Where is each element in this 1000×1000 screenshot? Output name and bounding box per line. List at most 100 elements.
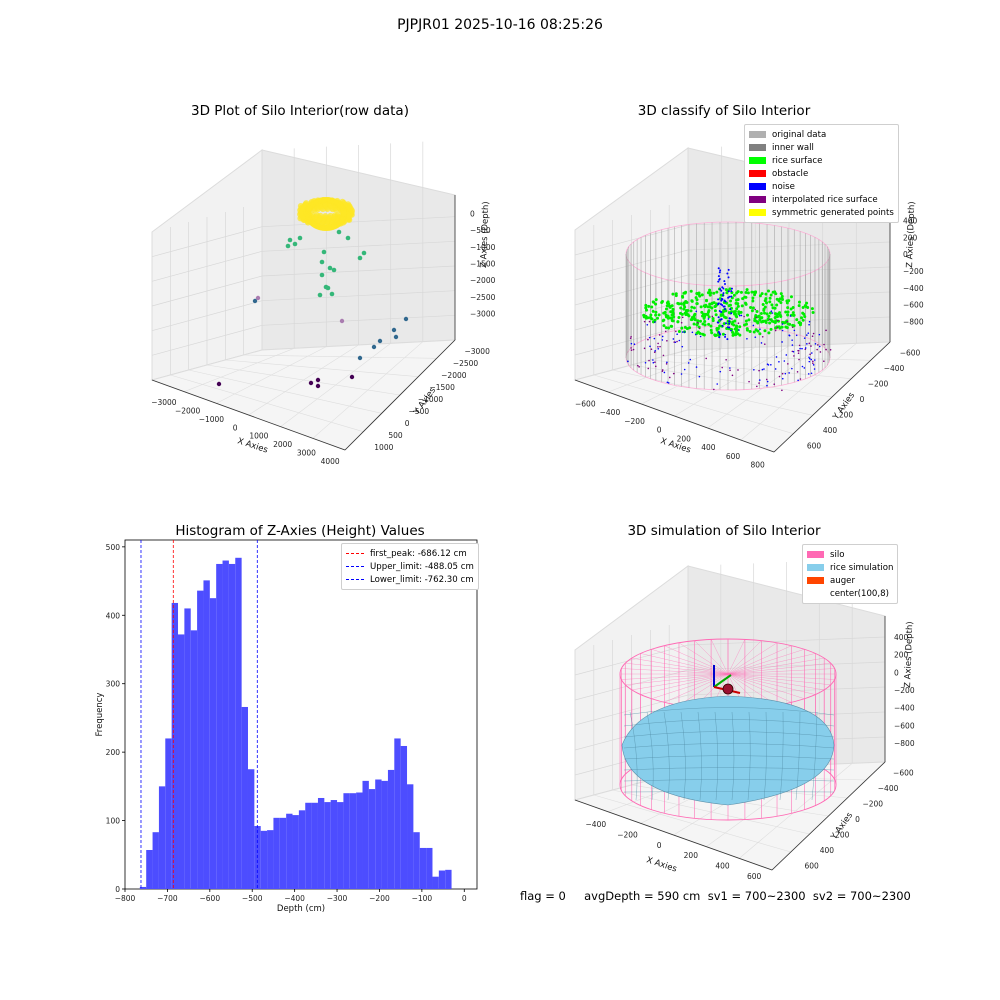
- legend-label: auger: [830, 575, 855, 586]
- plot2-noise-point: [808, 360, 811, 363]
- plot1-point: [391, 327, 397, 333]
- plot2-noise-point: [720, 299, 723, 302]
- plot2-rice-point: [689, 289, 693, 293]
- plot2-noise-point: [810, 372, 813, 375]
- plot2-rice-point: [775, 303, 779, 307]
- plot2-noise-point: [713, 388, 715, 391]
- plot2-noise-point: [711, 315, 714, 318]
- histogram-bar: [267, 830, 274, 889]
- plot2-rice-point: [738, 325, 742, 329]
- plot2-rice-point: [763, 305, 767, 309]
- legend-label: Lower_limit: -762.30 cm: [370, 574, 474, 585]
- plot2-noise-point: [707, 318, 710, 320]
- legend4-entry: center(100,8): [807, 587, 893, 600]
- plot2-rice-point: [693, 318, 697, 322]
- plot2-rice-point: [771, 290, 775, 294]
- plot2-noise-point: [730, 312, 733, 315]
- plot2-noise-point: [719, 318, 722, 321]
- plot4-axis-marker-y: [713, 674, 732, 688]
- plot4-z-tick: 400: [894, 633, 909, 642]
- plot2-rice-point: [752, 290, 756, 294]
- plot2-rice-point: [702, 316, 706, 320]
- plot2-rice-point: [734, 312, 738, 316]
- plot2-rice-point: [792, 313, 796, 317]
- plot2-noise-point: [727, 276, 730, 279]
- plot2-noise-point: [727, 290, 730, 293]
- plot2-rice-point: [751, 306, 755, 310]
- legend-swatch: [749, 144, 766, 151]
- plot2-rice-point: [655, 316, 659, 320]
- plot1-x-tick: 4000: [321, 457, 340, 466]
- plot4-x-tick: 0: [657, 841, 662, 850]
- plot2-rice-point: [805, 301, 809, 305]
- plot2-noise-point: [694, 333, 697, 336]
- plot2-noise-point: [738, 329, 740, 331]
- plot2-noise-point: [806, 343, 808, 345]
- plot2-rice-point: [648, 315, 652, 319]
- plot2-rice-point: [686, 313, 690, 317]
- plot1-z-tick: −2500: [470, 293, 496, 302]
- plot2-noise-point: [657, 347, 660, 350]
- plot1-y-tick: −500: [409, 407, 430, 416]
- plot1-title: 3D Plot of Silo Interior(row data): [191, 103, 409, 119]
- plot2-noise-point: [658, 334, 661, 336]
- plot2-rice-point: [731, 333, 735, 337]
- legend-label: symmetric generated points: [772, 207, 894, 218]
- histogram-bar: [381, 780, 388, 889]
- plot2-rice-point: [676, 301, 680, 305]
- histogram-bar: [139, 886, 147, 889]
- plot1-point: [357, 255, 363, 261]
- plot2-rice-point: [680, 326, 684, 330]
- plot2-rice-point: [700, 310, 704, 314]
- plot1-y-tick: 1000: [374, 443, 393, 452]
- plot2-rice-point: [644, 308, 648, 312]
- plot4-rice-mesh: [623, 731, 835, 738]
- plot2-noise-point: [724, 335, 727, 338]
- plot2-rice-point: [774, 312, 778, 316]
- plot2-noise-point: [776, 327, 779, 329]
- plot1-point: [345, 213, 352, 220]
- plot2-rice-point: [714, 313, 718, 317]
- plot2-rice-point: [682, 291, 686, 295]
- plot2-rice-point: [768, 321, 772, 325]
- plot2-noise-point: [729, 308, 732, 311]
- plot2-noise-point: [666, 339, 668, 342]
- plot1-y-tick: −1500: [429, 383, 455, 392]
- plot2-noise-point: [818, 345, 821, 348]
- histogram-x-tick: 0: [462, 894, 467, 903]
- plot2-rice-point: [733, 310, 737, 314]
- plot2-noise-point: [717, 267, 720, 270]
- legend2-entry: original data: [749, 128, 894, 141]
- plot2-noise-point: [730, 295, 733, 298]
- plot3-title: Histogram of Z-Axies (Height) Values: [175, 523, 425, 539]
- plot2-rice-point: [761, 303, 765, 307]
- plot4-rice-mesh: [623, 767, 835, 771]
- plot2-x-tick: −600: [575, 399, 596, 408]
- plot4-rice-mesh: [623, 779, 835, 782]
- plot2-noise-point: [791, 339, 793, 341]
- plot2-noise-point: [683, 331, 686, 333]
- plot2-noise-point: [730, 329, 732, 332]
- plot2-noise-point: [761, 335, 764, 338]
- plot2-rice-point: [721, 332, 725, 336]
- plot1-point: [339, 318, 345, 324]
- plot4-rice-mesh: [663, 711, 670, 801]
- plot1-point: [297, 235, 303, 241]
- plot2-noise-point: [716, 383, 719, 385]
- plot4-silo-roof: [727, 653, 816, 675]
- plot2-noise-point: [661, 335, 664, 338]
- plot2-noise-point: [672, 338, 675, 340]
- plot2-rice-point: [758, 332, 762, 336]
- plot1-z-label: Z Axies (Depth): [479, 201, 491, 268]
- legend-swatch: [749, 183, 766, 190]
- plot1-point: [403, 316, 409, 322]
- plot1-point: [349, 374, 355, 380]
- plot2-rice-point: [644, 303, 648, 307]
- plot1-z-tick: 0: [470, 209, 475, 218]
- plot4-y-tick: 400: [820, 846, 835, 855]
- plot2-noise-point: [795, 334, 798, 337]
- plot2-rice-point: [671, 292, 675, 296]
- histogram-bar: [260, 830, 268, 889]
- plot4-rice-mesh: [623, 755, 835, 760]
- plot2-y-tick: 0: [860, 395, 865, 404]
